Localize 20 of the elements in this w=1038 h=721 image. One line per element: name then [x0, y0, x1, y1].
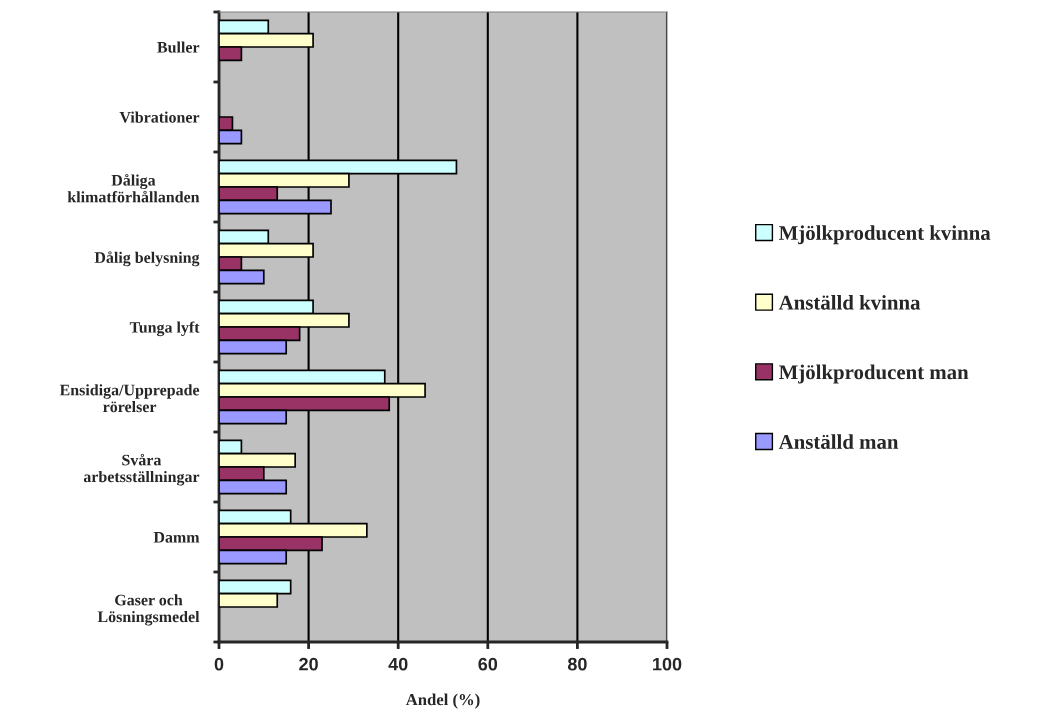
y-tick-label: Damm: [153, 532, 200, 543]
y-tick-label: Gaser och Lösningsmedel: [97, 594, 200, 626]
y-tick-label: Dåliga klimatförhållanden: [67, 173, 200, 203]
y-tick-label: Svåra arbetsställningar: [83, 453, 200, 486]
x-tick-label: 0: [214, 657, 224, 671]
legend-label: Anställd kvinna: [778, 294, 921, 310]
x-tick-label: 40: [388, 657, 408, 671]
x-tick-label: 100: [653, 657, 682, 671]
y-tick-label: Tunga lyft: [129, 321, 200, 337]
legend-label: Anställd man: [778, 434, 899, 449]
y-tick-label: Buller: [157, 41, 200, 53]
y-tick-label: Dålig belysning: [94, 251, 200, 267]
x-tick-label: 80: [567, 657, 587, 671]
legend-label: Mjölkproducent man: [779, 364, 969, 384]
y-tick-label: Ensidiga/Upprepade rörelser: [59, 384, 200, 413]
x-axis-title: Andel (%): [405, 693, 480, 709]
x-tick-label: 60: [478, 657, 498, 671]
x-tick-label: 20: [299, 657, 318, 671]
y-tick-label: Vibrationer: [119, 111, 200, 123]
legend-label: Mjölkproducent kvinna: [779, 225, 991, 245]
